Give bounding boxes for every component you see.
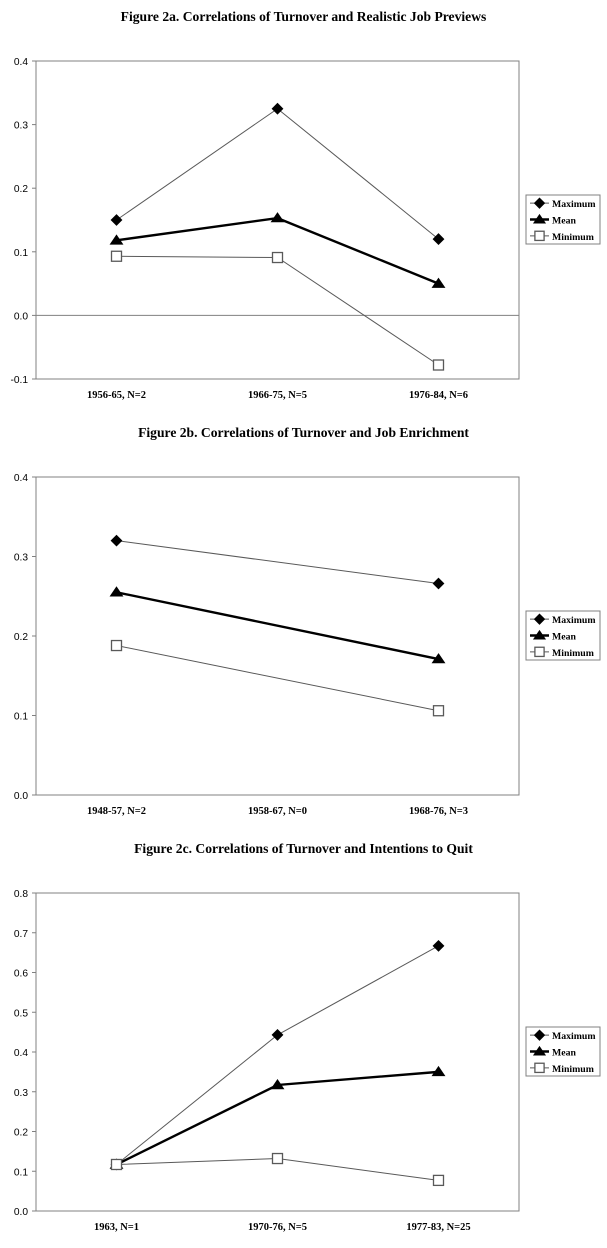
svg-text:1968-76, N=3: 1968-76, N=3: [409, 806, 468, 817]
svg-text:Figure 2b. Correlations of Tur: Figure 2b. Correlations of Turnover and …: [138, 425, 469, 440]
svg-text:Minimum: Minimum: [552, 232, 594, 243]
svg-text:0.2: 0.2: [14, 1128, 28, 1139]
svg-text:Maximum: Maximum: [552, 1031, 596, 1042]
svg-text:1956-65, N=2: 1956-65, N=2: [87, 390, 146, 401]
svg-text:Figure 2a. Correlations of Tur: Figure 2a. Correlations of Turnover and …: [121, 9, 487, 24]
svg-text:1948-57, N=2: 1948-57, N=2: [87, 806, 146, 817]
svg-text:0.6: 0.6: [14, 969, 28, 980]
svg-text:0.3: 0.3: [14, 553, 28, 564]
svg-text:0.3: 0.3: [14, 121, 28, 132]
svg-text:0.2: 0.2: [14, 184, 28, 195]
svg-text:Minimum: Minimum: [552, 1064, 594, 1075]
svg-text:0.3: 0.3: [14, 1088, 28, 1099]
svg-text:0.1: 0.1: [14, 712, 28, 723]
svg-text:Maximum: Maximum: [552, 199, 596, 210]
svg-text:0.1: 0.1: [14, 1167, 28, 1178]
svg-text:0.1: 0.1: [14, 248, 28, 259]
svg-text:1958-67, N=0: 1958-67, N=0: [248, 806, 307, 817]
svg-text:-0.1: -0.1: [10, 375, 28, 386]
svg-text:Mean: Mean: [552, 1048, 576, 1059]
svg-text:Maximum: Maximum: [552, 615, 596, 626]
svg-text:0.4: 0.4: [14, 1048, 28, 1059]
svg-text:0.7: 0.7: [14, 929, 28, 940]
svg-text:0.2: 0.2: [14, 632, 28, 643]
svg-text:1970-76, N=5: 1970-76, N=5: [248, 1222, 307, 1233]
svg-text:0.0: 0.0: [14, 791, 28, 802]
svg-text:Minimum: Minimum: [552, 648, 594, 659]
svg-text:0.0: 0.0: [14, 311, 28, 322]
svg-text:1963, N=1: 1963, N=1: [94, 1222, 139, 1233]
svg-text:Mean: Mean: [552, 632, 576, 643]
svg-text:0.4: 0.4: [14, 57, 28, 68]
svg-text:1966-75, N=5: 1966-75, N=5: [248, 390, 307, 401]
svg-text:1977-83, N=25: 1977-83, N=25: [406, 1222, 470, 1233]
svg-text:1976-84, N=6: 1976-84, N=6: [409, 390, 468, 401]
svg-text:0.0: 0.0: [14, 1207, 28, 1218]
svg-text:Mean: Mean: [552, 216, 576, 227]
svg-text:0.4: 0.4: [14, 473, 28, 484]
svg-text:0.8: 0.8: [14, 889, 28, 900]
svg-text:0.5: 0.5: [14, 1008, 28, 1019]
svg-text:Figure 2c. Correlations of Tur: Figure 2c. Correlations of Turnover and …: [134, 841, 473, 856]
